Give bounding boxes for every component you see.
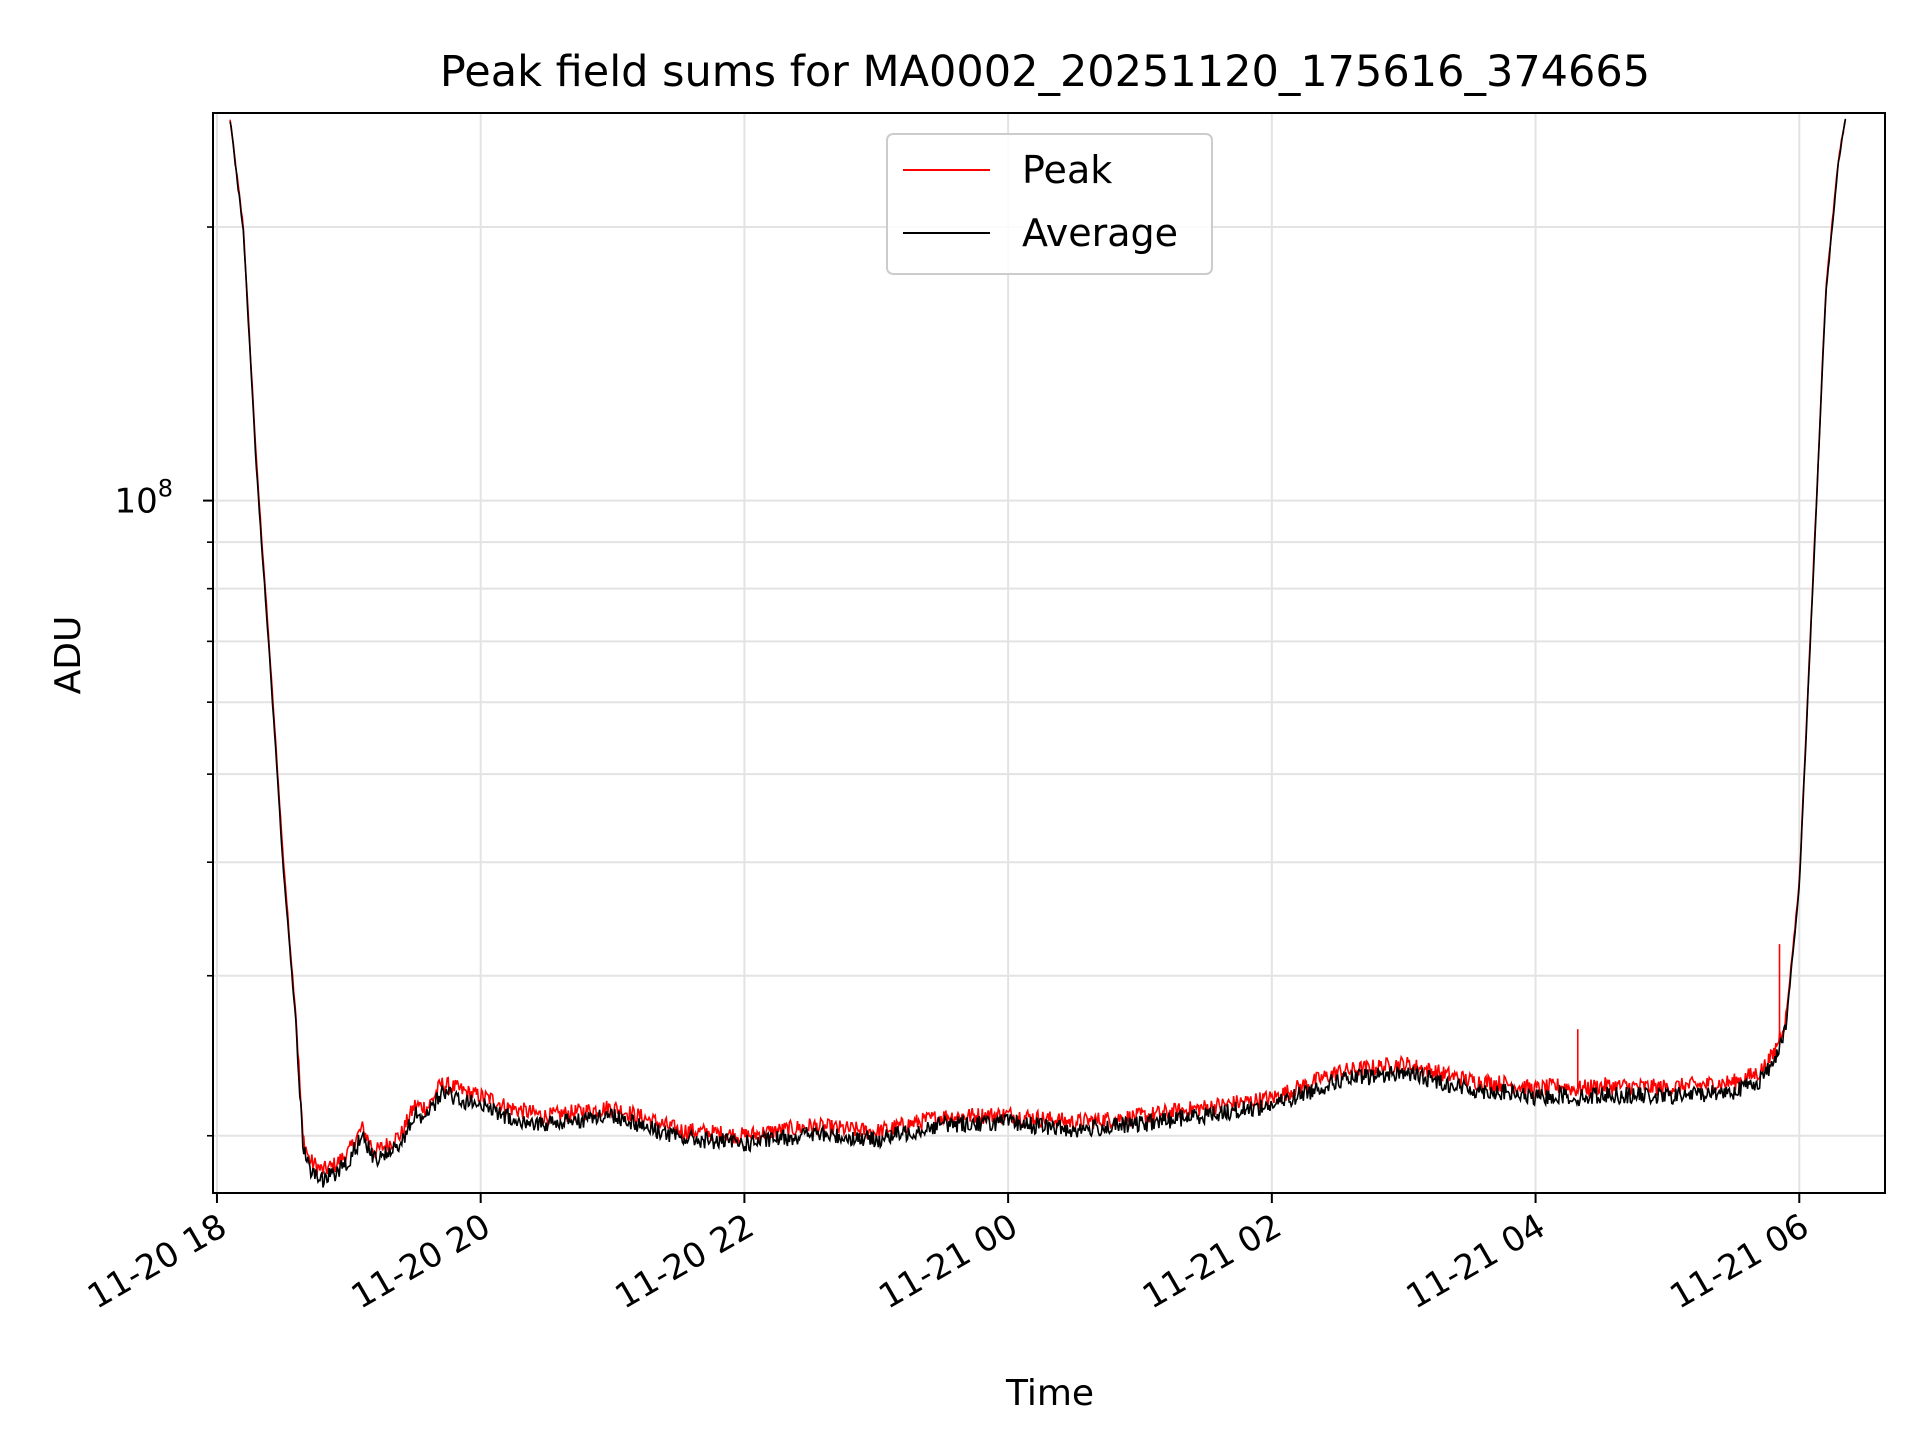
y-tick-exponent: 8 <box>158 475 173 503</box>
y-axis-label: ADU <box>48 616 89 695</box>
x-tick-label: 11-21 00 <box>872 1206 1024 1317</box>
chart-title: Peak field sums for MA0002_20251120_1756… <box>440 47 1650 97</box>
x-tick-label: 11-20 18 <box>81 1206 233 1317</box>
legend-label-peak: Peak <box>1022 148 1112 192</box>
x-axis: 11-20 18 11-20 20 11-20 22 11-21 00 11-21 02… <box>81 1193 1816 1317</box>
x-tick-label: 11-21 06 <box>1663 1206 1815 1317</box>
y-axis: 108 <box>114 226 213 1137</box>
series-line-average <box>229 118 1847 1188</box>
y-tick-label: 108 <box>114 475 173 522</box>
x-tick-label: 11-20 20 <box>345 1206 497 1317</box>
grid <box>213 113 1885 1193</box>
legend-label-average: Average <box>1022 211 1178 255</box>
x-axis-label: Time <box>1005 1373 1094 1414</box>
x-tick-label: 11-20 22 <box>609 1206 761 1317</box>
legend: Peak Average <box>886 133 1213 275</box>
x-tick-label: 11-21 02 <box>1136 1206 1288 1317</box>
x-tick-label: 11-21 04 <box>1400 1206 1552 1317</box>
plot-frame <box>212 112 1886 1194</box>
series-line-peak <box>229 119 1847 1175</box>
series-layer <box>229 118 1847 1188</box>
